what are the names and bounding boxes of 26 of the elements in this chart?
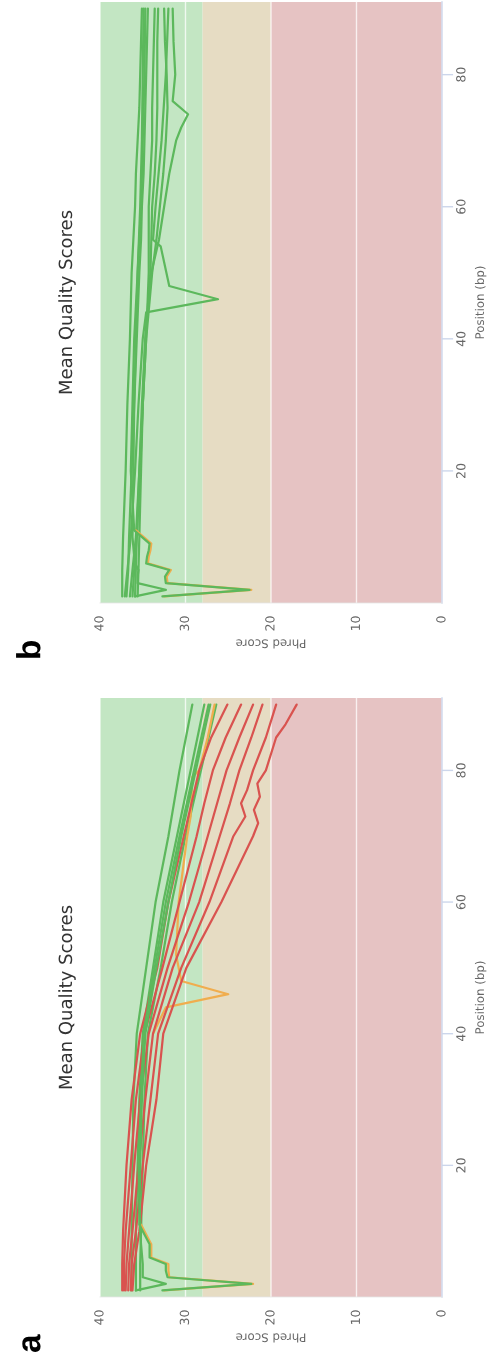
x-tick-label: 20 xyxy=(265,616,275,631)
y-tick-label: 60 xyxy=(456,894,466,910)
text: a xyxy=(22,1334,41,1353)
x-tick-label: 10 xyxy=(350,616,361,631)
x-tick-label: 40 xyxy=(94,616,104,631)
y-tick-label: 80 xyxy=(456,67,466,82)
y-tick-label: 20 xyxy=(456,1158,466,1173)
y-tick-label: 40 xyxy=(456,1026,466,1042)
x-tick-label: 10 xyxy=(350,1310,361,1325)
x-tick-label: 30 xyxy=(179,616,190,631)
x-tick-label: 0 xyxy=(436,1310,446,1317)
text: Mean Quality Scores xyxy=(58,210,76,394)
x-axis-title: Phred Score xyxy=(236,1333,306,1343)
y-tick-label: 80 xyxy=(456,763,466,778)
x-tick-label: 40 xyxy=(94,1310,104,1325)
x-tick-label: 0 xyxy=(436,616,446,623)
text: b xyxy=(16,641,41,658)
x-axis-title: Phred Score xyxy=(236,639,306,649)
text: Mean Quality Scores xyxy=(58,905,76,1089)
x-tick-label: 20 xyxy=(265,1310,275,1325)
x-tick-label: 30 xyxy=(179,1310,190,1325)
y-tick-label: 40 xyxy=(456,331,466,347)
y-tick-label: 60 xyxy=(456,199,466,214)
y-axis-title: Position (bp) xyxy=(474,266,487,339)
y-tick-label: 20 xyxy=(456,463,466,478)
y-axis-title: Position (bp) xyxy=(474,961,487,1034)
